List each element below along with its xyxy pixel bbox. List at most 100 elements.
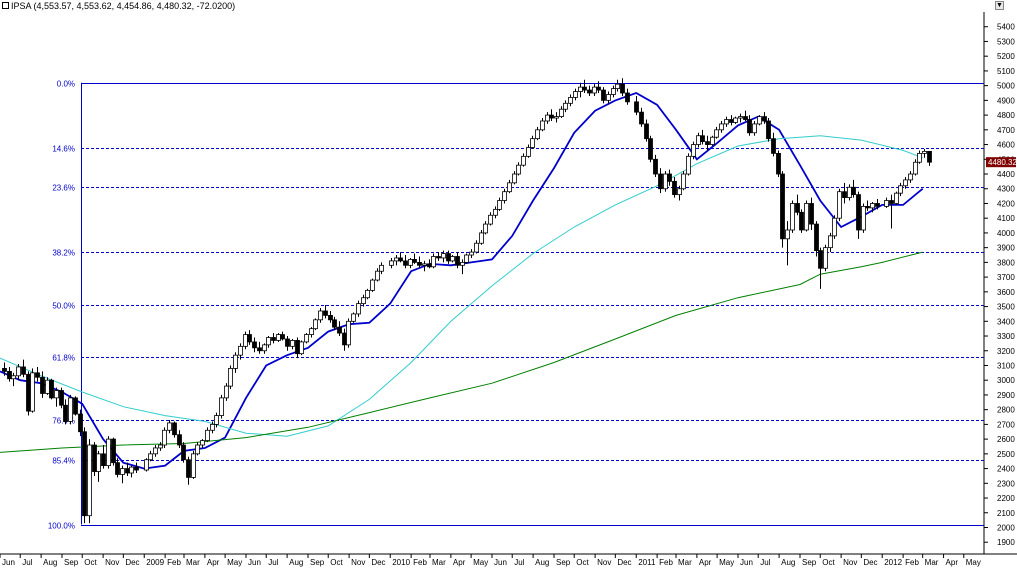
candle-body <box>497 200 502 210</box>
candle-body <box>144 459 149 471</box>
fib-level-label: 50.0% <box>52 302 75 311</box>
candle-body <box>290 340 295 347</box>
price-tick-label: 2600 <box>997 435 1015 444</box>
candle-body <box>908 173 913 181</box>
time-tick-label: Feb <box>659 558 673 567</box>
time-tick-label: Nov <box>843 558 857 567</box>
price-tick-label: 2300 <box>997 479 1015 488</box>
candle <box>54 387 59 407</box>
candle-body <box>696 135 701 145</box>
candle <box>667 169 672 186</box>
candle-body <box>63 404 68 422</box>
candle <box>568 94 573 107</box>
time-tick-label: Sep <box>802 558 817 567</box>
candle-body <box>705 141 710 145</box>
candle-body <box>101 453 106 467</box>
candle-body <box>26 373 31 412</box>
price-tick-label: 3900 <box>997 244 1015 253</box>
candle-body <box>398 257 403 262</box>
candle <box>639 107 644 127</box>
candle-body <box>219 397 224 416</box>
time-tick-label: Aug <box>535 558 549 567</box>
price-tick-label: 4700 <box>997 126 1015 135</box>
candle <box>573 88 578 101</box>
candle-body <box>837 191 842 219</box>
candle-body <box>870 203 875 209</box>
candle-body <box>578 86 583 92</box>
candle <box>271 333 276 344</box>
price-tick-label: 4600 <box>997 141 1015 150</box>
candle-body <box>714 129 719 138</box>
candle-body <box>559 108 564 117</box>
candle <box>186 456 191 485</box>
moving-average-line <box>0 135 923 437</box>
plot-area <box>0 12 984 554</box>
moving-average-line <box>0 251 923 453</box>
candle-body <box>828 235 833 249</box>
candle <box>450 255 455 263</box>
candle-body <box>927 150 932 163</box>
candle-body <box>729 119 734 123</box>
candle-body <box>502 191 507 201</box>
candle-body <box>129 466 134 474</box>
candle <box>233 352 238 373</box>
candle-body <box>469 251 474 256</box>
candle <box>120 465 125 484</box>
time-tick-label: Aug <box>43 558 57 567</box>
fib-level-label: 100.0% <box>48 522 75 531</box>
candle <box>582 79 587 94</box>
time-tick-label: Dec <box>125 558 139 567</box>
time-tick-label: 2011 <box>638 558 656 567</box>
candle <box>832 215 837 239</box>
candle-body <box>59 390 64 406</box>
candle-body <box>394 257 399 262</box>
candle-body <box>252 341 257 349</box>
time-tick-label: Nov <box>105 558 119 567</box>
candle <box>361 294 366 307</box>
candle-body <box>587 89 592 94</box>
candle <box>837 188 842 222</box>
candle <box>247 330 252 345</box>
candle-body <box>40 376 45 394</box>
candle-body <box>743 116 748 120</box>
candle <box>469 249 474 258</box>
price-tick-label: 4100 <box>997 214 1015 223</box>
candle <box>87 439 92 524</box>
candle-body <box>672 180 677 196</box>
candle-body <box>483 223 488 234</box>
candle <box>927 150 932 166</box>
price-tick-label: 3800 <box>997 258 1015 267</box>
candle-body <box>913 161 918 175</box>
price-tick-label: 2700 <box>997 420 1015 429</box>
fib-level-label: 23.6% <box>52 184 75 193</box>
price-tick-label: 3300 <box>997 332 1015 341</box>
candle <box>710 135 715 147</box>
candle-body <box>111 438 116 464</box>
price-tick-label: 4800 <box>997 111 1015 120</box>
candle <box>328 310 333 323</box>
candle <box>648 135 653 163</box>
candle-body <box>596 86 601 91</box>
candle <box>262 343 267 354</box>
time-tick-label: Mar <box>678 558 692 567</box>
price-tick-label: 2900 <box>997 391 1015 400</box>
candle-body <box>847 186 852 198</box>
candle-body <box>35 372 40 378</box>
price-tick-label: 5200 <box>997 52 1015 61</box>
candle <box>153 445 158 457</box>
candle-body <box>889 200 894 204</box>
candle <box>809 197 814 230</box>
candle <box>724 116 729 127</box>
candle-body <box>464 254 469 263</box>
candle-body <box>681 173 686 190</box>
candle <box>252 337 257 353</box>
candle <box>106 436 111 469</box>
candle <box>172 421 177 438</box>
candle <box>403 255 408 269</box>
candle-body <box>446 253 451 262</box>
collapse-button[interactable]: ▼ <box>995 1 1004 10</box>
candle <box>238 343 243 360</box>
candle-body <box>87 444 92 517</box>
fib-level-label: 85.4% <box>52 457 75 466</box>
